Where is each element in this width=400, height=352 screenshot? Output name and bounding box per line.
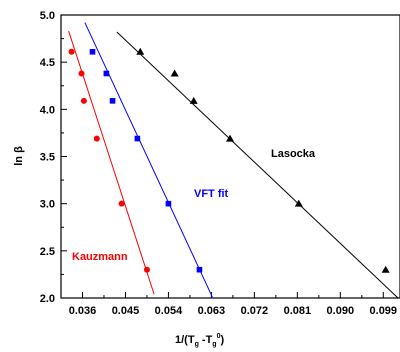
ticks bbox=[60, 14, 384, 299]
data-markers bbox=[68, 47, 390, 273]
y-tick-label: 3.0 bbox=[40, 199, 55, 211]
kauzmann-label: Kauzmann bbox=[72, 251, 128, 263]
vft-fit-fit-line bbox=[84, 22, 213, 298]
x-tick-label: 0.072 bbox=[241, 305, 269, 317]
vft-fit-point bbox=[165, 200, 172, 207]
kauzmann-point bbox=[68, 48, 75, 55]
y-tick-label: 2.5 bbox=[40, 246, 55, 258]
lasocka-point bbox=[136, 47, 145, 55]
x-tick-label: 0.036 bbox=[69, 305, 97, 317]
vft-fit-point bbox=[89, 48, 96, 55]
lasocka-point bbox=[226, 134, 235, 142]
tick-labels: 0.036 0.045 0.054 0.063 0.072 0.081 0.090 0.099… bbox=[40, 10, 397, 317]
x-axis-title: 1/(Tg -Tg0) bbox=[175, 333, 224, 348]
x-tick-label: 0.045 bbox=[112, 305, 140, 317]
lasocka-fit-line bbox=[116, 31, 399, 298]
kauzmann-point bbox=[143, 266, 150, 273]
y-tick-label: 3.5 bbox=[40, 152, 55, 164]
x-tick-label: 0.063 bbox=[198, 305, 226, 317]
x-tick-label: 0.081 bbox=[284, 305, 312, 317]
vft-fit-point bbox=[109, 98, 116, 104]
x-tick-label: 0.099 bbox=[370, 305, 398, 317]
lasocka-point bbox=[189, 96, 198, 104]
y-tick-label: 4.5 bbox=[40, 57, 55, 69]
lasocka-point bbox=[170, 69, 179, 77]
y-tick-label: 5.0 bbox=[40, 10, 55, 22]
vft-fit-point bbox=[134, 135, 141, 142]
kauzmann-point bbox=[118, 200, 125, 207]
x-tick-label: 0.090 bbox=[327, 305, 355, 317]
vft-fit-point bbox=[196, 266, 203, 273]
y-tick-label: 2.0 bbox=[40, 293, 55, 305]
kauzmann-point bbox=[78, 70, 85, 77]
kauzmann-point bbox=[93, 135, 100, 142]
y-axis-title: ln β bbox=[13, 146, 25, 166]
kauzmann-point bbox=[80, 97, 87, 104]
vft-fit-label: VFT fit bbox=[194, 188, 229, 200]
lasocka-point bbox=[381, 265, 390, 273]
lasocka-label: Lasocka bbox=[271, 148, 316, 160]
x-tick-label: 0.054 bbox=[155, 305, 183, 317]
lasocka-point bbox=[294, 199, 303, 207]
y-tick-label: 4.0 bbox=[40, 104, 55, 116]
vft-fit-point bbox=[103, 70, 110, 77]
